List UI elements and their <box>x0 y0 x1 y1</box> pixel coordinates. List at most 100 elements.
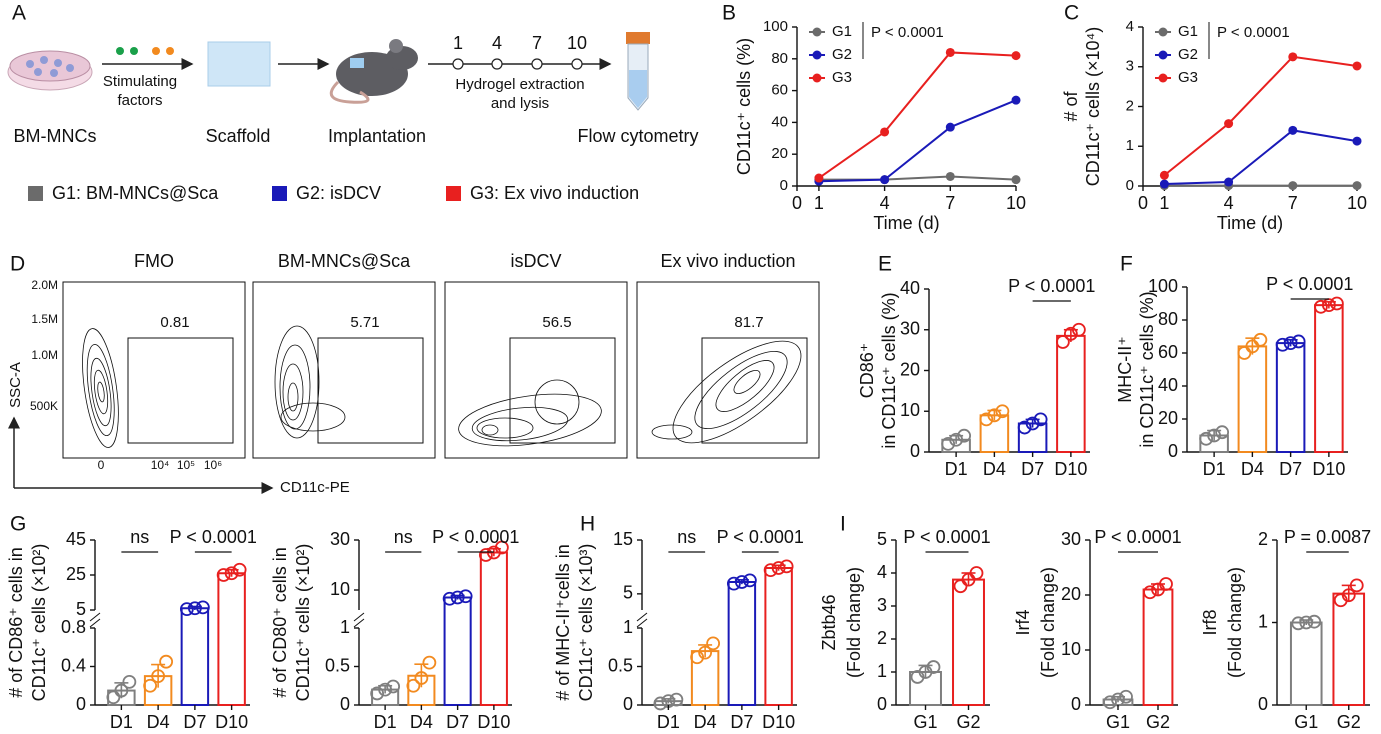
axis-break <box>89 618 101 628</box>
series-line <box>1163 55 1358 177</box>
day-label: 1 <box>453 33 463 53</box>
y-tick-label: 40 <box>1158 375 1178 395</box>
data-point <box>1352 136 1362 146</box>
bar <box>1275 342 1306 454</box>
bar <box>1017 422 1048 454</box>
cell <box>54 59 62 67</box>
comparison-label: P < 0.0001 <box>717 527 804 547</box>
data-point <box>1159 179 1169 189</box>
contour <box>481 424 499 436</box>
data-point <box>1011 175 1021 185</box>
data-point <box>1288 52 1298 62</box>
y-tick-label: 0.5 <box>608 655 633 675</box>
flow-frame <box>62 281 246 459</box>
data-point <box>450 590 465 605</box>
x-tick-label: D10 <box>215 712 248 732</box>
axis-break <box>353 612 365 622</box>
timepoint <box>452 58 464 70</box>
data-point <box>1224 119 1234 129</box>
y-tick-label: 0 <box>1168 441 1178 461</box>
data-point <box>1307 614 1322 629</box>
axis-break <box>89 612 101 622</box>
x-tick-label: 1 <box>1159 193 1169 213</box>
data-point <box>945 47 955 57</box>
data-point <box>1103 695 1117 710</box>
scaffold <box>207 41 271 87</box>
panel-label: F <box>1120 253 1133 276</box>
comparison-label: ns <box>130 527 149 547</box>
bar <box>443 596 472 706</box>
comparison-label: P < 0.0001 <box>903 527 990 547</box>
y-tick-label: 2 <box>877 628 887 648</box>
y-axis-label: CD11c⁺ cells (×10⁴) <box>1083 27 1103 186</box>
legend-marker <box>812 27 822 37</box>
data-point <box>1071 322 1086 337</box>
x-tick-label: D7 <box>1021 459 1044 479</box>
legend-label: G1 <box>1178 23 1198 40</box>
y-axis-label: (Fold change) <box>844 567 864 678</box>
legend-label: G1: BM-MNCs@Sca <box>52 183 219 203</box>
data-point <box>1352 181 1362 191</box>
flow-frame <box>636 281 820 459</box>
axis-break <box>353 618 365 628</box>
dish-top <box>9 50 91 82</box>
y-tick-label: 30 <box>1061 529 1081 549</box>
step-label: Flow cytometry <box>577 126 698 146</box>
contour <box>458 393 602 447</box>
y-tick-label: 0 <box>1258 694 1268 714</box>
panel-label: A <box>12 2 26 25</box>
y-axis-label: Irf8 <box>1200 609 1220 635</box>
y-tick-label: 1 <box>1258 611 1268 631</box>
contour-group <box>82 328 119 448</box>
panel-label: B <box>722 2 736 25</box>
data-point <box>179 602 194 617</box>
comparison-label: P < 0.0001 <box>432 527 519 547</box>
data-point <box>814 173 824 183</box>
data-point <box>1159 577 1173 591</box>
panel-label: E <box>878 253 892 276</box>
x-tick-label: D1 <box>1203 459 1226 479</box>
data-point <box>1288 125 1298 135</box>
gate <box>317 337 424 444</box>
data-point <box>698 645 713 660</box>
data-point <box>945 122 955 132</box>
y-axis-label: # of CD86⁺ cells in <box>6 547 26 698</box>
series-line <box>818 51 1017 179</box>
data-point <box>945 171 955 181</box>
step-label: Implantation <box>328 126 426 146</box>
data-point <box>122 675 137 689</box>
data-point <box>969 566 984 580</box>
data-point <box>378 682 393 697</box>
y-tick-label: 10 <box>900 400 920 420</box>
data-point <box>216 568 231 582</box>
cell <box>50 69 58 77</box>
factor <box>166 47 174 55</box>
x-tick-label: D1 <box>945 459 968 479</box>
data-point <box>1224 177 1234 187</box>
y-tick-label: 60 <box>1158 342 1178 362</box>
gate-value: 81.7 <box>734 314 763 331</box>
data-point <box>1199 431 1214 446</box>
data-point <box>1329 296 1344 311</box>
contour <box>672 340 802 444</box>
data-point <box>195 600 210 615</box>
timepoints <box>452 58 583 70</box>
x-tick-label: D10 <box>1054 459 1087 479</box>
data-point <box>653 696 668 711</box>
x-tick-label: D7 <box>183 712 206 732</box>
contour <box>733 370 761 394</box>
cell <box>26 60 34 68</box>
data-point <box>957 428 972 443</box>
data-point <box>422 655 437 670</box>
axis-break <box>636 618 648 628</box>
comparison-label: P < 0.0001 <box>1094 527 1181 547</box>
x-tick-label: D10 <box>477 712 510 732</box>
y-tick-label: 5 <box>877 529 887 549</box>
x-tick-label: G2 <box>956 712 980 732</box>
data-point <box>1275 337 1290 352</box>
comparison-label: P < 0.0001 <box>170 527 257 547</box>
gate-value: 5.71 <box>350 314 379 331</box>
data-point <box>1215 425 1230 440</box>
data-point <box>1017 420 1032 435</box>
